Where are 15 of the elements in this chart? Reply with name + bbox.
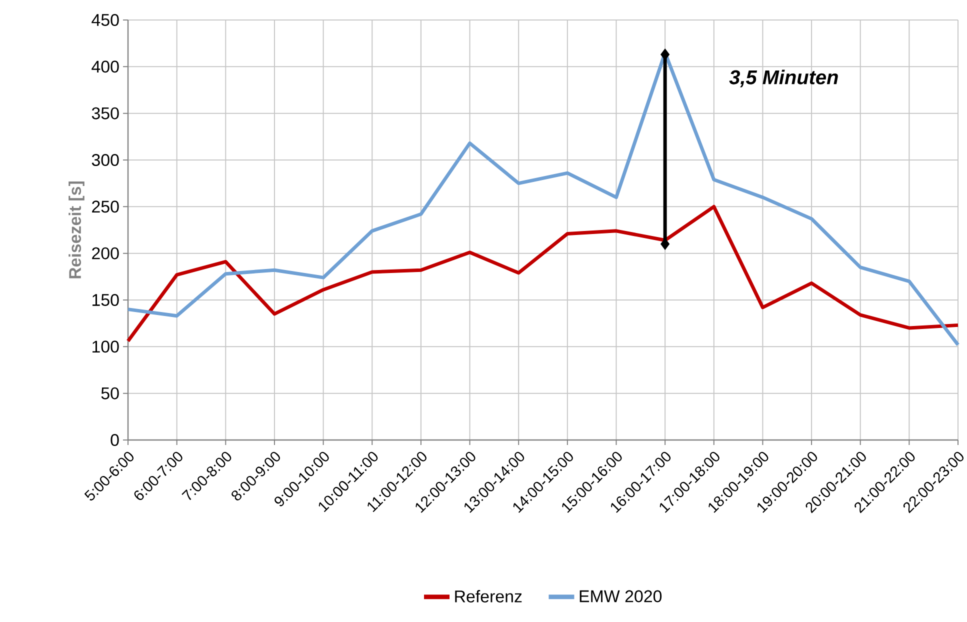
y-tick-label: 250	[92, 200, 119, 213]
y-tick-label: 0	[110, 434, 119, 446]
annotation: 3,5 Minuten	[729, 70, 838, 88]
legend-label: EMW 2020	[580, 590, 662, 602]
y-tick-label: 400	[92, 60, 119, 73]
y-tick-label: 200	[92, 247, 119, 260]
y-tick-label: 150	[92, 294, 119, 306]
legend-label: Referenz	[455, 590, 522, 602]
y-tick-label: 450	[92, 14, 119, 26]
y-tick-label: 300	[92, 154, 119, 166]
y-axis-title: Reisezeit [s]	[68, 182, 84, 278]
line-series	[126, 204, 960, 343]
y-tick-label: 100	[92, 340, 119, 353]
y-tick-label: 350	[92, 107, 119, 120]
y-tick-label: 50	[101, 387, 119, 400]
